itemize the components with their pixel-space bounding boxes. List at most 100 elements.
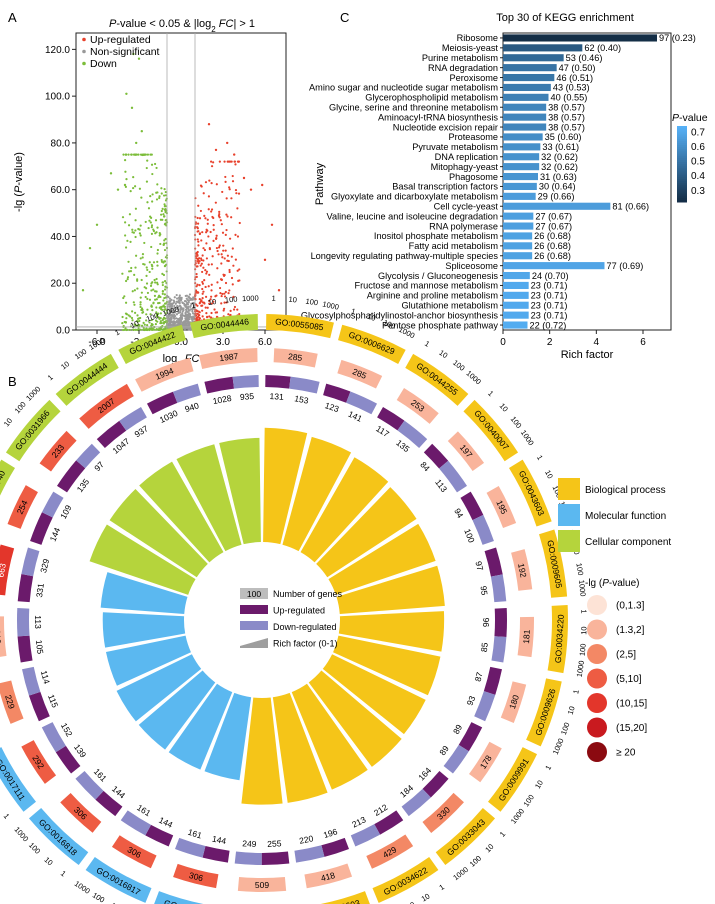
go-up-label: 144 <box>48 526 63 543</box>
volcano-point-up <box>215 237 218 240</box>
volcano-point-nonsig <box>184 305 187 308</box>
go-up-label: 212 <box>372 802 390 818</box>
volcano-point-down <box>127 314 130 317</box>
go-rich-bar <box>336 565 445 615</box>
kegg-category-label: Proteasome <box>448 132 498 142</box>
volcano-point-nonsig <box>176 317 180 321</box>
go-down-label: 97 <box>92 459 106 473</box>
go-up-bar <box>145 824 174 847</box>
go-up-bar <box>146 391 178 415</box>
volcano-point-down <box>163 288 167 291</box>
volcano-point-up <box>204 217 207 220</box>
volcano-point-nonsig <box>187 315 190 318</box>
volcano-point-up <box>224 180 227 183</box>
kegg-bar <box>503 242 533 250</box>
volcano-point-up <box>196 238 199 241</box>
go-category-swatch <box>558 478 580 500</box>
kegg-bar <box>503 113 547 121</box>
volcano-point-up <box>225 228 228 232</box>
volcano-point-nonsig <box>180 320 183 323</box>
go-down-bar <box>490 574 507 603</box>
go-term-band <box>266 314 334 339</box>
kegg-bar <box>503 321 528 329</box>
kegg-colorbar-tick: 0.4 <box>691 171 705 182</box>
volcano-point-up <box>205 316 209 319</box>
go-up-bar <box>422 771 449 798</box>
volcano-point-down <box>123 295 126 298</box>
kegg-bar <box>503 143 541 151</box>
volcano-point-up <box>207 285 210 288</box>
volcano-y-tick-label: 0.0 <box>56 326 70 337</box>
volcano-point-down <box>150 232 154 236</box>
go-down-bar <box>472 514 494 545</box>
go-scale-label: 1000 <box>24 384 42 402</box>
go-scale-label: 10 <box>2 416 14 428</box>
volcano-point-down <box>163 188 166 191</box>
volcano-point-up <box>195 285 198 288</box>
kegg-category-label: Cell cycle-yeast <box>434 201 499 211</box>
volcano-point-down <box>124 327 127 330</box>
volcano-point-up <box>210 289 213 292</box>
go-down-bar <box>350 824 381 847</box>
go-scale-label: 1 <box>46 373 55 383</box>
go-down-label: 935 <box>240 391 255 402</box>
volcano-point-down <box>134 207 138 210</box>
go-scale-label: 1000 <box>13 825 31 843</box>
volcano-point-down <box>129 190 132 193</box>
volcano-point-down <box>143 323 146 326</box>
go-scale-label: 10 <box>59 359 71 371</box>
kegg-bar-label: 38 (0.57) <box>548 122 585 132</box>
volcano-point-up <box>218 212 221 216</box>
volcano-point-down <box>134 153 137 156</box>
go-rich-bar <box>328 523 436 595</box>
volcano-point-up <box>231 283 234 286</box>
go-term-band <box>547 605 569 674</box>
volcano-point-up <box>232 295 235 298</box>
volcano-point-up <box>201 254 204 257</box>
volcano-point-down <box>161 272 164 276</box>
volcano-point-down <box>141 311 145 314</box>
volcano-point-up <box>228 188 231 191</box>
go-term-band <box>338 324 406 364</box>
go-count-bar <box>7 485 38 529</box>
go-down-bar <box>41 722 66 753</box>
go-up-bar <box>423 443 449 469</box>
volcano-point-nonsig <box>189 308 193 311</box>
volcano-point-nonsig <box>183 299 187 303</box>
volcano-point-down <box>141 253 145 256</box>
kegg-bar-label: 40 (0.55) <box>551 93 588 103</box>
volcano-point-down <box>156 264 159 267</box>
go-down-bar <box>474 691 496 722</box>
volcano-point-down <box>159 233 162 236</box>
kegg-colorbar-step <box>677 194 687 197</box>
volcano-point-up <box>202 259 205 262</box>
volcano-point-down <box>148 328 151 331</box>
kegg-bar-label: 38 (0.57) <box>548 112 585 122</box>
volcano-point-up <box>236 308 239 311</box>
volcano-legend-marker <box>82 37 86 42</box>
volcano-x-tick-label: -6.0 <box>88 337 106 348</box>
volcano-point-up <box>233 153 236 156</box>
volcano-point-up <box>202 247 205 250</box>
go-center-legend-item: Number of genes <box>273 589 343 599</box>
go-pvalue-legend-item: (1.3,2] <box>616 625 645 636</box>
volcano-point-up <box>228 237 232 240</box>
volcano-point-down <box>124 221 127 224</box>
go-count-bar <box>135 357 194 392</box>
kegg-colorbar-step <box>677 133 687 136</box>
kegg-colorbar-step <box>677 177 687 180</box>
go-count-bar <box>447 431 485 471</box>
volcano-point-down <box>150 289 153 292</box>
go-term-id: GO:0034220 <box>553 614 566 663</box>
go-down-label: 184 <box>398 783 415 800</box>
go-legend-down-swatch <box>240 621 268 630</box>
volcano-point-up <box>219 291 222 295</box>
kegg-colorbar-step <box>677 169 687 173</box>
volcano-point-down <box>155 290 158 293</box>
volcano-point-down <box>95 223 99 226</box>
volcano-point-up <box>202 266 205 269</box>
volcano-point-down <box>163 264 167 267</box>
volcano-point-up <box>223 273 226 277</box>
volcano-point-up <box>236 207 239 210</box>
